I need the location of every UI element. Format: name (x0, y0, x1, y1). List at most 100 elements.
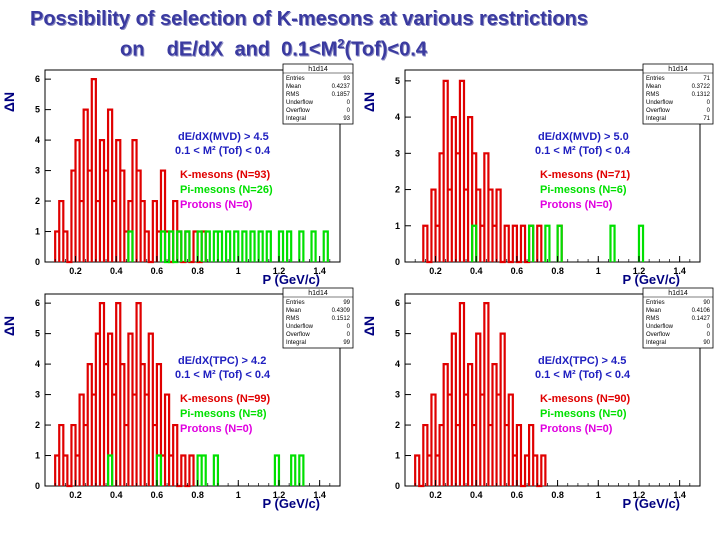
y-tick-label: 2 (35, 420, 40, 430)
histogram-svg-1: 0.2 0.4 0.6 0.8 1 1.2 1.4 0 1 2 3 4 5 6 ΔN P (GeV/c) h1d… (1, 63, 354, 287)
y-axis-label: ΔN (1, 316, 17, 336)
series-line-k-mesons (54, 302, 195, 488)
x-axis-label: P (GeV/c) (262, 272, 320, 287)
x-tick-label: 1.4 (313, 490, 326, 500)
stats-row-value: 71 (703, 76, 710, 82)
y-tick-label: 0 (395, 481, 400, 491)
y-tick-label: 1 (35, 227, 40, 237)
legend-entry-2: Pi-mesons (N=6) (540, 184, 627, 196)
x-tick-label: 0.2 (429, 266, 442, 276)
stats-row-label: RMS (286, 92, 299, 98)
stats-row-label: Overflow (646, 332, 670, 338)
stats-row-value: 0 (347, 324, 351, 330)
stats-row-value: 0.1427 (692, 316, 711, 322)
legend-entry-1: K-mesons (N=71) (540, 169, 631, 181)
stats-row-value: 0 (347, 108, 351, 114)
stats-row-value: 93 (343, 76, 350, 82)
stats-row-label: Underflow (286, 324, 314, 330)
y-tick-label: 3 (395, 390, 400, 400)
stats-row-value: 0.1512 (332, 316, 351, 322)
x-tick-label: 0.2 (69, 490, 82, 500)
y-tick-label: 5 (395, 76, 400, 86)
legend-entry-2: Pi-mesons (N=8) (180, 408, 267, 420)
y-tick-label: 4 (395, 112, 400, 122)
y-tick-label: 1 (395, 451, 400, 461)
x-tick-label: 0.4 (110, 266, 123, 276)
stats-row-label: Mean (646, 84, 661, 90)
stats-row-value: 99 (343, 300, 350, 306)
cut-label: dE/dX(MVD) > 5.0 (538, 131, 629, 143)
stats-box-frame (642, 63, 714, 125)
x-tick-label: 1 (236, 490, 241, 500)
stats-row-label: Mean (286, 308, 301, 314)
y-tick-label: 5 (395, 329, 400, 339)
y-tick-label: 2 (395, 185, 400, 195)
histogram-svg-3: 0.2 0.4 0.6 0.8 1 1.2 1.4 0 1 2 3 4 5 6 ΔN P (GeV/c) h1d… (1, 287, 354, 511)
stats-row-value: 0 (347, 100, 351, 106)
stats-row-label: Integral (646, 116, 666, 122)
y-axis-label: ΔN (1, 92, 17, 112)
cut-label: dE/dX(TPC) > 4.5 (538, 355, 626, 367)
x-tick-label: 1.2 (273, 266, 286, 276)
x-axis-label: P (GeV/c) (622, 272, 680, 287)
stats-row-value: 0 (707, 324, 711, 330)
stats-row-value: 0.4106 (692, 308, 711, 314)
y-tick-label: 2 (395, 420, 400, 430)
y-tick-label: 4 (395, 359, 400, 369)
legend-entry-3: Protons (N=0) (540, 423, 613, 435)
legend-entry-2: Pi-mesons (N=26) (180, 184, 273, 196)
legend-entry-2: Pi-mesons (N=0) (540, 408, 627, 420)
x-tick-label: 1 (596, 266, 601, 276)
y-axis-label: ΔN (361, 92, 377, 112)
y-axis-label: ΔN (361, 316, 377, 336)
stats-row-value: 0.4309 (332, 308, 351, 314)
x-tick-label: 0.8 (551, 266, 564, 276)
y-tick-label: 3 (395, 148, 400, 158)
y-tick-label: 4 (35, 135, 40, 145)
x-tick-label: 0.2 (429, 490, 442, 500)
y-tick-label: 6 (395, 298, 400, 308)
y-tick-label: 0 (35, 257, 40, 267)
x-tick-label: 1.4 (673, 490, 686, 500)
x-tick-label: 0.6 (151, 490, 164, 500)
stats-row-label: Integral (286, 340, 306, 346)
stats-row-label: Entries (646, 300, 665, 306)
slide-title-line-1: Possibility of selection of K-mesons at … (30, 8, 588, 30)
stats-row-value: 90 (703, 300, 710, 306)
x-tick-label: 0.2 (69, 266, 82, 276)
stats-row-label: Overflow (286, 332, 310, 338)
stats-row-value: 0 (707, 100, 711, 106)
stats-row-value: 93 (343, 116, 350, 122)
stats-row-value: 0.1857 (332, 92, 351, 98)
stats-row-value: 0 (347, 332, 351, 338)
x-tick-label: 1.4 (313, 266, 326, 276)
m2-label: 0.1 < M² (Tof) < 0.4 (175, 145, 271, 157)
stats-title: h1d14 (668, 66, 688, 73)
x-tick-label: 1.2 (273, 490, 286, 500)
stats-row-value: 90 (703, 340, 710, 346)
y-tick-label: 3 (35, 390, 40, 400)
y-tick-label: 6 (35, 74, 40, 84)
legend-entry-3: Protons (N=0) (180, 423, 253, 435)
stats-row-label: Mean (646, 308, 661, 314)
x-tick-label: 1.2 (633, 490, 646, 500)
stats-title: h1d14 (308, 66, 328, 73)
stats-row-label: RMS (646, 92, 659, 98)
x-tick-label: 0.8 (551, 490, 564, 500)
stats-row-value: 99 (343, 340, 350, 346)
series-line-k-mesons (414, 302, 547, 488)
y-tick-label: 1 (35, 451, 40, 461)
stats-row-label: Underflow (286, 100, 314, 106)
stats-row-label: Underflow (646, 324, 674, 330)
series-line-k-mesons (54, 78, 207, 264)
title-line-2-text: on dE/dX and 0.1<M (120, 38, 338, 61)
stats-box-frame (282, 63, 354, 125)
stats-box-frame (642, 287, 714, 349)
y-tick-label: 5 (35, 329, 40, 339)
stats-title: h1d14 (668, 290, 688, 297)
x-tick-label: 1 (596, 490, 601, 500)
legend-entry-3: Protons (N=0) (180, 199, 253, 211)
